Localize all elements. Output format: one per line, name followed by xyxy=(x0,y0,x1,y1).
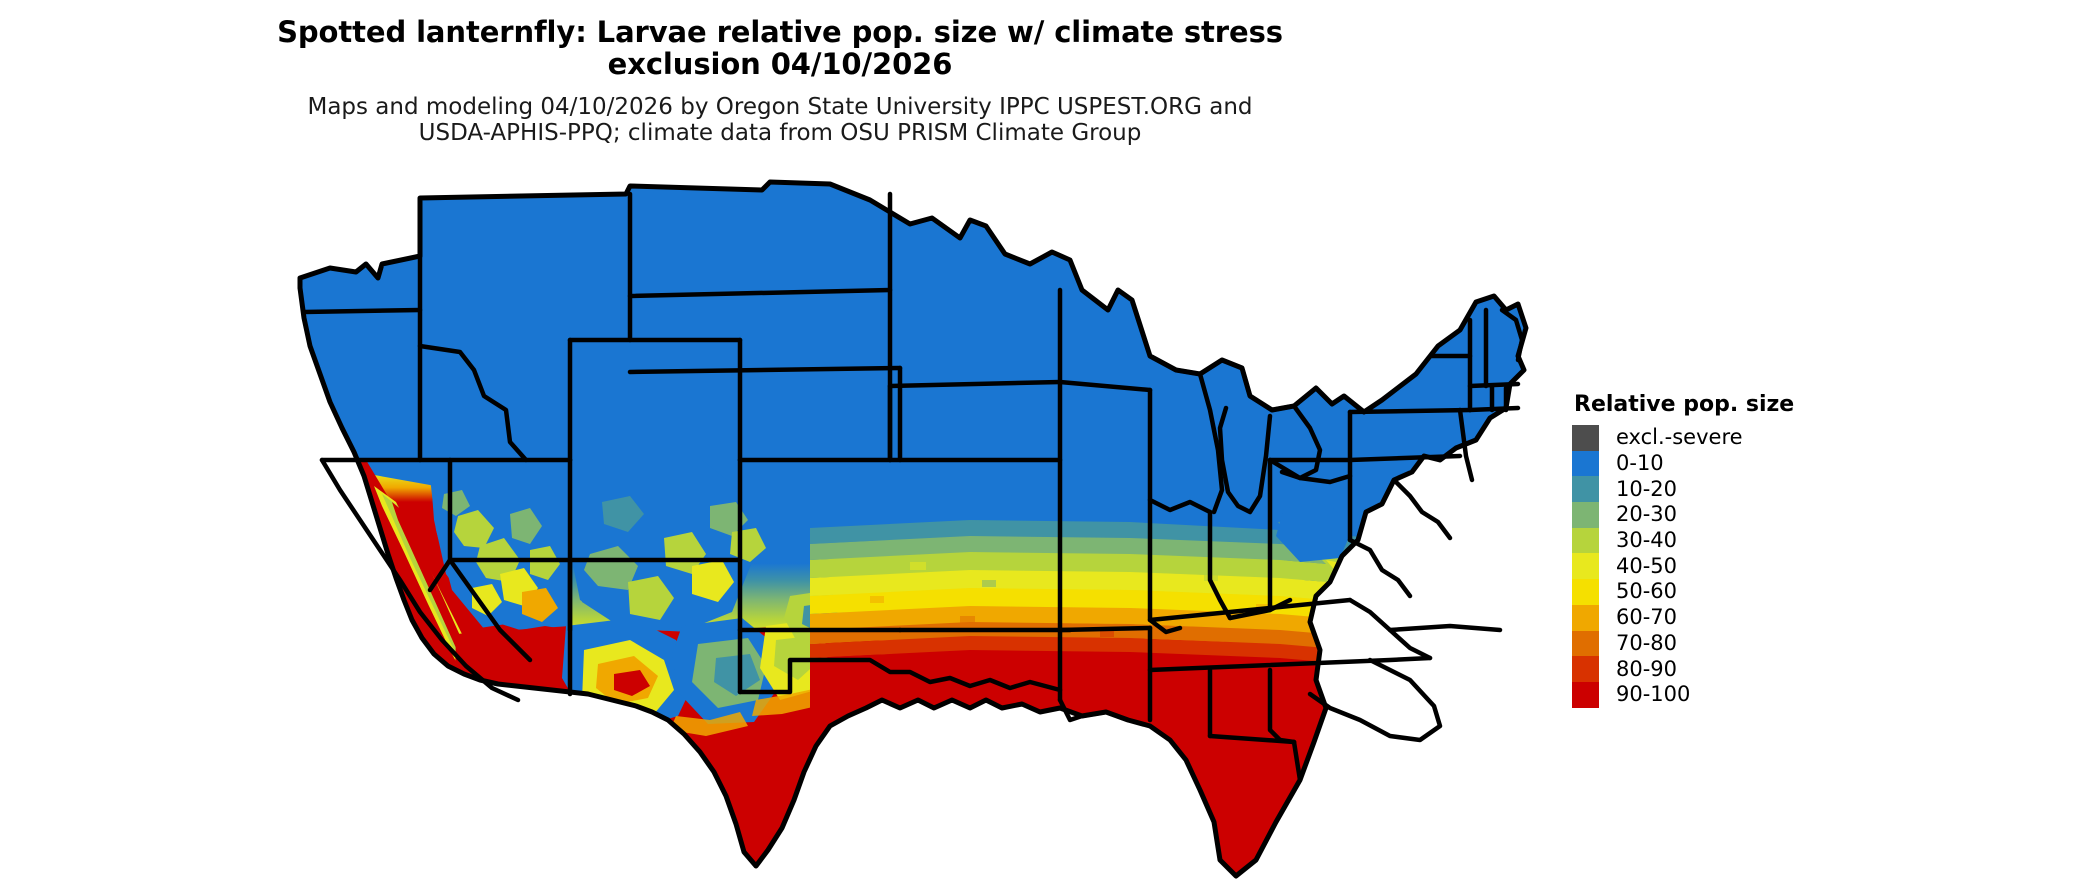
wv-va-border xyxy=(1347,537,1413,599)
legend-item-label: 50-60 xyxy=(1616,579,1678,604)
legend-color-swatch xyxy=(1572,476,1599,503)
legend-item: 50-60 xyxy=(1572,579,1902,605)
il-in-border xyxy=(1207,509,1233,621)
figure-subtitle: Maps and modeling 04/10/2026 by Oregon S… xyxy=(0,93,1560,147)
legend-item-label: 30-40 xyxy=(1616,528,1678,553)
legend-item: 60-70 xyxy=(1572,604,1902,631)
legend-item-label: 0-10 xyxy=(1616,451,1664,476)
lake-erie-north xyxy=(1267,457,1353,485)
map-svg xyxy=(270,160,1570,880)
west-virginia-blue-2 xyxy=(1276,504,1352,562)
id-mt-border xyxy=(417,343,529,463)
legend-item-label: 20-30 xyxy=(1616,502,1678,527)
legend-item: 70-80 xyxy=(1572,630,1902,657)
al-fl-border xyxy=(1207,733,1297,745)
tn-ms-al-ga-nc xyxy=(1147,655,1433,673)
legend-item-label: 70-80 xyxy=(1616,630,1678,655)
legend-color-swatch xyxy=(1572,604,1599,631)
legend-item: 20-30 xyxy=(1572,502,1902,528)
great-basin-mottle-2 xyxy=(442,490,560,622)
me-nh-border xyxy=(1499,307,1525,363)
pa-md-line xyxy=(1347,453,1463,463)
legend-color-swatch xyxy=(1572,630,1599,657)
va-nc-border xyxy=(1387,623,1503,633)
legend-color-swatch xyxy=(1572,681,1599,708)
mn-ia-border xyxy=(887,379,1063,389)
legend-item: 90-100 xyxy=(1572,681,1902,708)
legend-item: 0-10 xyxy=(1572,450,1902,477)
legend-color-swatch xyxy=(1572,527,1599,554)
legend-item-label: 90-100 xyxy=(1616,682,1691,707)
sc-ga-border xyxy=(1307,657,1443,743)
legend-item: 80-90 xyxy=(1572,656,1902,682)
map-title-line2: exclusion 04/10/2026 xyxy=(607,47,953,82)
legend-item-list: excl.-severe 0-10 10-20 20-30 30-40 40-50 50-6… xyxy=(1572,425,1902,708)
sd-ne-border xyxy=(627,365,903,375)
subtitle-line1: Maps and modeling 04/10/2026 by Oregon S… xyxy=(307,93,1253,120)
lake-michigan-west xyxy=(1197,371,1225,515)
legend-color-swatch xyxy=(1572,425,1599,451)
legend-color-swatch xyxy=(1572,579,1599,605)
tx-ok-border xyxy=(737,657,1063,695)
legend-item-label: 60-70 xyxy=(1616,605,1678,630)
national-outline xyxy=(297,179,1529,879)
ky-tn-north xyxy=(1147,597,1353,623)
figure-header: Spotted lanternfly: Larvae relative pop.… xyxy=(0,16,1560,146)
wi-il-border xyxy=(1147,387,1213,515)
southwest-hot-fringe xyxy=(670,688,826,736)
map-title-line1: Spotted lanternfly: Larvae relative pop.… xyxy=(277,15,1283,49)
la-tx-gulf xyxy=(1057,697,1131,723)
legend-item-label: 10-20 xyxy=(1616,476,1678,501)
ca-nv-line xyxy=(319,457,521,703)
legend-color-swatch xyxy=(1572,656,1599,682)
legend-item: excl.-severe xyxy=(1572,425,1902,451)
legend-item-label: excl.-severe xyxy=(1616,425,1743,450)
state-boundaries xyxy=(297,179,1529,879)
legend-item: 30-40 xyxy=(1572,527,1902,554)
legend-item-label: 40-50 xyxy=(1616,553,1678,578)
lake-superior-shore xyxy=(1147,353,1319,413)
map-legend: Relative pop. size excl.-severe 0-10 10-20… xyxy=(1572,392,1902,708)
legend-title: Relative pop. size xyxy=(1574,392,1795,417)
legend-item: 40-50 xyxy=(1572,553,1902,580)
ca-nv-diag xyxy=(447,557,533,663)
fl-ga-border xyxy=(1253,739,1303,863)
subtitle-line2: USDA-APHIS-PPQ; climate data from OSU PR… xyxy=(418,119,1142,146)
legend-item: 10-20 xyxy=(1572,476,1902,503)
wa-or-border xyxy=(301,307,423,315)
sierra-inner-red xyxy=(392,502,462,648)
us-choropleth-map xyxy=(270,160,1570,880)
md-pa-border xyxy=(1391,477,1453,541)
pa-ny-border xyxy=(1347,407,1473,415)
il-mo-ky xyxy=(1147,497,1183,635)
ct-ma-border xyxy=(1467,405,1521,413)
ia-wi-border xyxy=(1057,379,1153,393)
legend-item-label: 80-90 xyxy=(1616,656,1678,681)
legend-color-swatch xyxy=(1572,553,1599,580)
nj-ny-border xyxy=(1457,407,1475,483)
lake-michigan-basin xyxy=(1217,405,1273,515)
nd-sd-border xyxy=(627,287,893,299)
legend-color-swatch xyxy=(1572,450,1599,477)
legend-color-swatch xyxy=(1572,502,1599,528)
mo-ar-border xyxy=(1057,625,1153,633)
page-title: Spotted lanternfly: Larvae relative pop.… xyxy=(0,16,1560,81)
